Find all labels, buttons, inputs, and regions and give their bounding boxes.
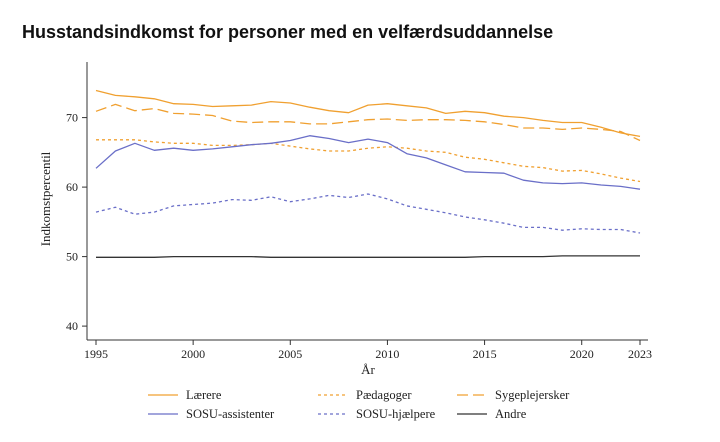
y-axis-title: Indkomstpercentil — [38, 151, 53, 246]
plot-lines — [95, 89, 641, 258]
y-tick-label: 60 — [66, 180, 78, 194]
series-line-3 — [95, 135, 641, 190]
x-tick-label: 2020 — [570, 347, 594, 361]
legend-label: Lærere — [186, 388, 222, 402]
legend-label: Sygeplejersker — [495, 388, 570, 402]
legend-label: Andre — [495, 407, 527, 421]
x-tick-label: 2000 — [181, 347, 205, 361]
x-axis-title: År — [361, 362, 375, 377]
series-line-1 — [96, 139, 641, 183]
legend: Lærere Pædagoger Sygeplejersker SOSU-assist… — [148, 388, 570, 421]
legend-label: SOSU-hjælpere — [356, 407, 436, 421]
legend-label: Pædagoger — [356, 388, 412, 402]
series-line-5 — [96, 255, 640, 258]
series-line-2 — [95, 103, 641, 142]
legend-label: SOSU-assistenter — [186, 407, 275, 421]
series-line-0 — [95, 89, 641, 138]
axes: 40 50 60 70 1995 2000 2005 2010 2015 2020 2023 — [66, 62, 652, 361]
x-tick-label: 2005 — [278, 347, 302, 361]
x-tick-label: 2010 — [375, 347, 399, 361]
page-title: Husstandsindkomst for personer med en ve… — [22, 22, 554, 42]
y-tick-label: 70 — [66, 111, 78, 125]
y-tick-label: 40 — [66, 319, 78, 333]
series-line-4 — [95, 193, 641, 234]
x-tick-label: 2023 — [628, 347, 652, 361]
x-tick-label: 2015 — [473, 347, 497, 361]
y-tick-label: 50 — [66, 250, 78, 264]
x-tick-label: 1995 — [84, 347, 108, 361]
